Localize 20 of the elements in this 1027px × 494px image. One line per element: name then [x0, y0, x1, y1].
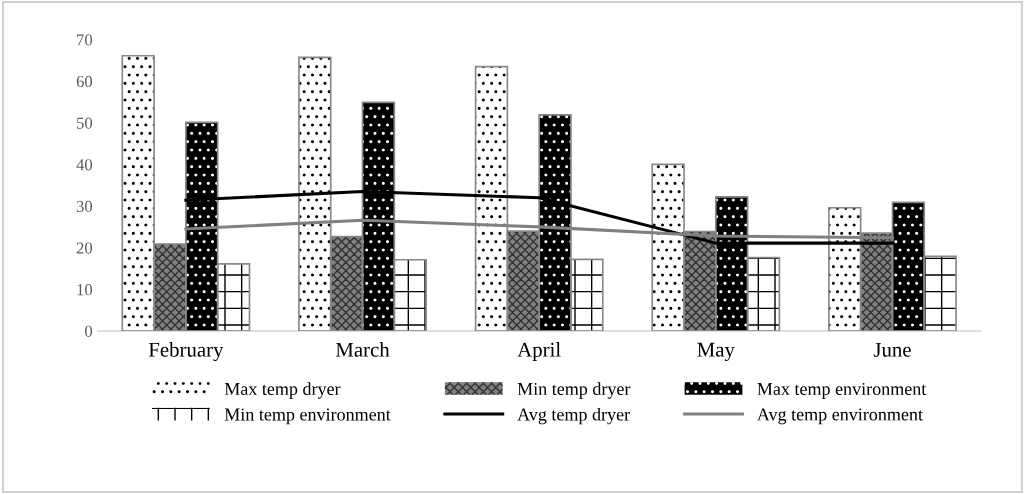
y-tick-label: 50	[77, 117, 93, 129]
y-tick-label: 40	[76, 159, 93, 171]
line-series	[184, 189, 894, 245]
y-tick-label: 60	[76, 75, 93, 88]
legend-label: Min temp dryer	[517, 382, 631, 399]
legend-label: Avg temp environment	[757, 408, 923, 425]
legend-label: Max temp dryer	[224, 382, 341, 399]
x-tick-label: February	[148, 342, 224, 362]
legend-label: Avg temp dryer	[517, 407, 630, 425]
y-tick-label: 20	[76, 242, 93, 254]
y-tick-label: 0	[85, 325, 93, 337]
x-tick-label: May	[697, 342, 735, 361]
x-tick-label: March	[335, 342, 390, 357]
y-tick-label: 70	[77, 34, 93, 46]
x-tick-label: April	[517, 342, 561, 361]
legend-label: Min temp environment	[224, 408, 391, 425]
y-tick-label: 10	[77, 284, 93, 296]
x-tick-label: June	[873, 342, 911, 357]
legend-label: Max temp environment	[757, 382, 927, 399]
y-tick-label: 30	[76, 200, 93, 213]
